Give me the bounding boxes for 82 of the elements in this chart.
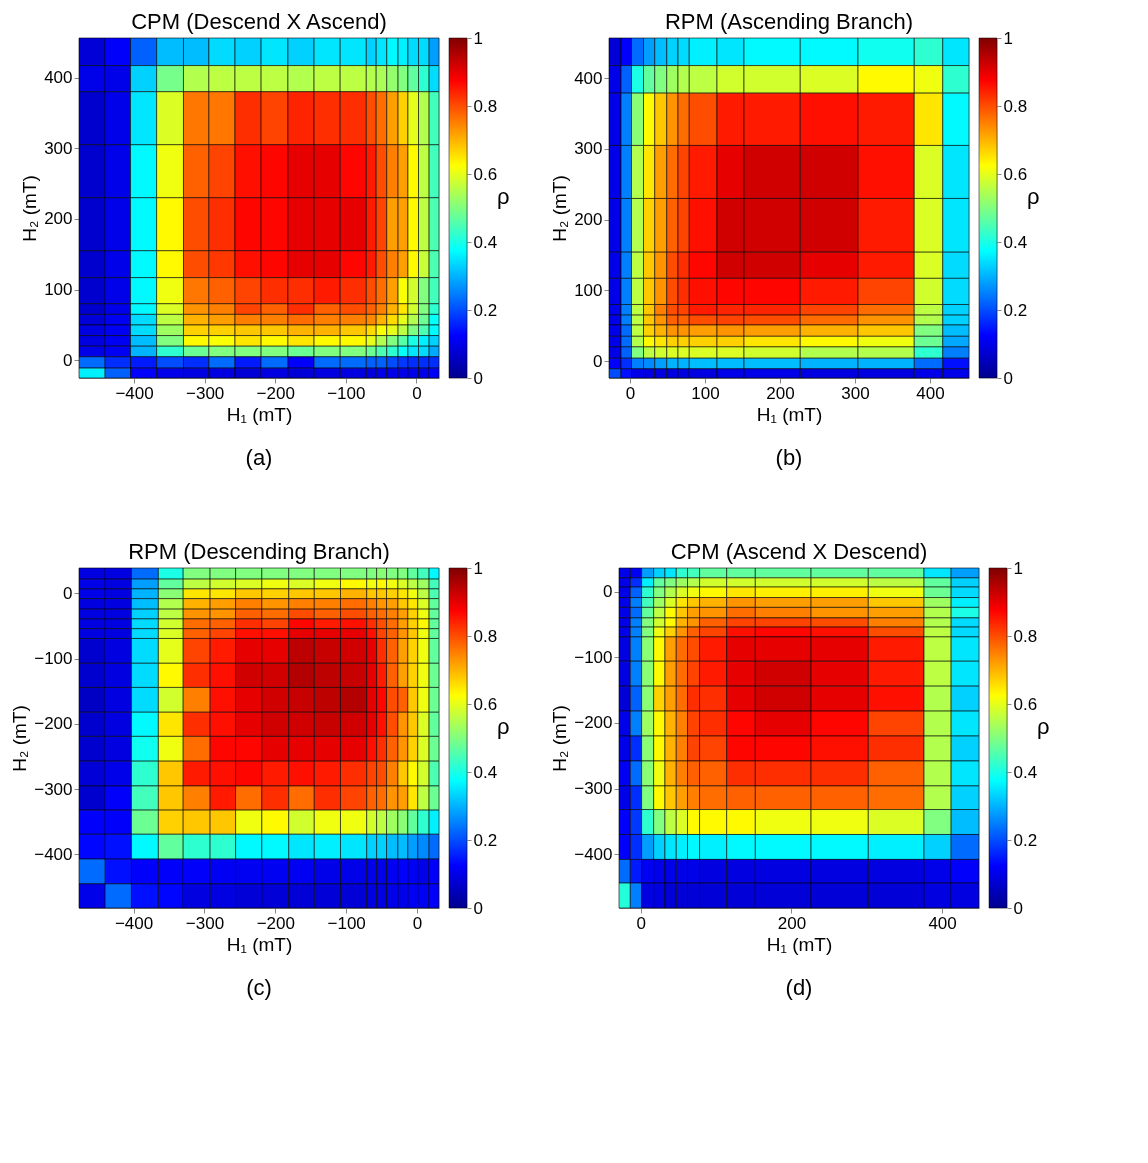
color-bar-label: 1 — [473, 28, 483, 48]
x-tick-label: 0 — [636, 913, 647, 933]
x-tick-label: −200 — [256, 913, 295, 933]
y-tick-label: −200 — [34, 714, 73, 734]
chart-title: CPM (Ascend X Descend) — [670, 538, 928, 564]
x-tick-label: −400 — [114, 913, 154, 933]
y-tick-label: 0 — [63, 350, 73, 370]
color-bar-label: 0 — [1003, 368, 1013, 388]
y-tick-label: −400 — [34, 844, 73, 864]
x-tick-label: 200 — [777, 913, 807, 933]
color-bar-title: ρ — [1036, 713, 1050, 739]
y-tick-label: 400 — [44, 68, 73, 88]
y-tick-label: −100 — [574, 647, 613, 667]
y-tick-label: 200 — [574, 210, 603, 230]
color-bar-label: 0 — [1013, 898, 1023, 918]
color-bar-label: 0.2 — [473, 300, 498, 320]
x-tick-label: −100 — [327, 913, 366, 933]
color-bar-label: 0 — [473, 898, 483, 918]
color-bar-label: 0.8 — [473, 96, 498, 116]
y-tick-label: 300 — [44, 138, 73, 158]
y-tick-label: −400 — [574, 844, 613, 864]
x-tick-label: 300 — [841, 383, 870, 403]
text: (b) — [775, 445, 803, 470]
color-bar-label: 0.8 — [473, 626, 498, 646]
y-axis-title: H₂ (mT) — [549, 175, 571, 242]
y-axis-title: H₂ (mT) — [19, 175, 41, 242]
x-axis-title: H₁ (mT) — [756, 403, 823, 425]
x-tick-label: −400 — [115, 383, 154, 403]
x-tick-label: 400 — [928, 913, 957, 933]
color-bar-label: 0.2 — [473, 830, 498, 850]
color-bar-label: 1 — [473, 558, 483, 578]
y-tick-label: −200 — [574, 713, 613, 733]
color-bar-title: ρ — [1026, 183, 1040, 209]
y-axis-title: H₂ (mT) — [9, 705, 31, 772]
chart-title: CPM (Descend X Ascend) — [131, 8, 387, 34]
y-tick-label: −300 — [34, 779, 73, 799]
color-bar-label: 1 — [1013, 558, 1023, 578]
y-axis-title: H₂ (mT) — [549, 705, 571, 772]
y-tick-label: 100 — [574, 280, 603, 300]
x-axis-title: H₁ (mT) — [226, 403, 293, 425]
color-bar-label: 0.6 — [1013, 694, 1038, 714]
chart-title: RPM (Descending Branch) — [128, 538, 390, 564]
color-bar-label: 0.2 — [1013, 830, 1038, 850]
x-tick-label: 200 — [766, 383, 795, 403]
text: (a) — [245, 445, 273, 470]
color-bar-label: 0.6 — [1003, 164, 1028, 184]
color-bar-label: 0.2 — [1003, 300, 1028, 320]
y-tick-label: 0 — [593, 351, 603, 371]
chart-title: RPM (Ascending Branch) — [664, 8, 914, 34]
x-tick-label: 100 — [691, 383, 720, 403]
color-bar-title: ρ — [496, 183, 510, 209]
text: (d) — [785, 975, 813, 1000]
x-tick-label: −100 — [327, 383, 366, 403]
color-bar-label: 0.8 — [1013, 626, 1038, 646]
y-tick-label: 100 — [44, 280, 73, 300]
color-bar-label: 0.4 — [1003, 232, 1028, 252]
x-tick-label: −300 — [186, 383, 225, 403]
color-bar-label: 0.8 — [1003, 96, 1028, 116]
color-bar-label: 0.6 — [473, 694, 498, 714]
text: (c) — [246, 975, 272, 1000]
y-tick-label: 0 — [63, 583, 73, 603]
x-tick-label: 0 — [412, 383, 422, 403]
color-bar-label: 1 — [1003, 28, 1013, 48]
y-tick-label: 0 — [603, 582, 613, 602]
x-axis-title: H₁ (mT) — [766, 933, 833, 955]
color-bar-label: 0 — [473, 368, 483, 388]
x-tick-label: −200 — [256, 383, 295, 403]
x-tick-label: 0 — [625, 383, 636, 403]
color-bar-label: 0.4 — [1013, 762, 1038, 782]
y-tick-label: 200 — [44, 209, 73, 229]
y-tick-label: 400 — [574, 68, 603, 88]
color-bar-label: 0.4 — [473, 762, 498, 782]
x-tick-label: 0 — [412, 913, 423, 933]
color-bar-label: 0.4 — [473, 232, 498, 252]
color-bar-label: 0.6 — [473, 164, 498, 184]
y-tick-label: −100 — [34, 649, 73, 669]
y-tick-label: −300 — [574, 779, 613, 799]
x-tick-label: −300 — [185, 913, 225, 933]
color-bar-title: ρ — [496, 713, 510, 739]
x-axis-title: H₁ (mT) — [226, 933, 293, 955]
y-tick-label: 300 — [574, 139, 603, 159]
x-tick-label: 400 — [916, 383, 945, 403]
